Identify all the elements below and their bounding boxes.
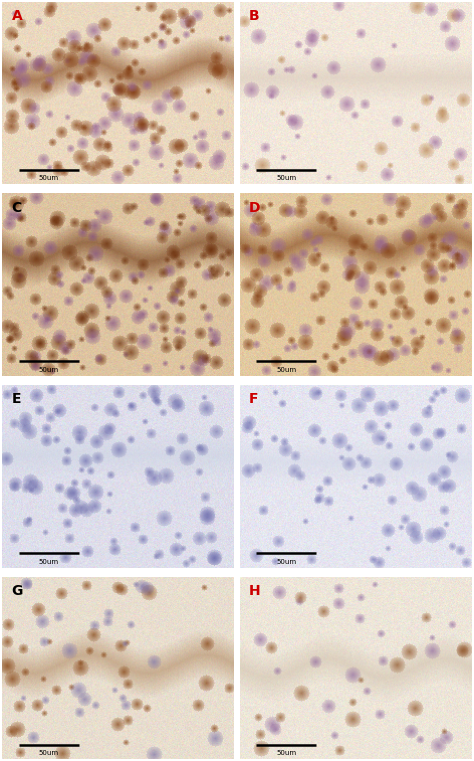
Text: B: B [249,9,260,23]
Text: 50um: 50um [39,367,59,373]
Text: D: D [249,201,261,215]
Text: G: G [12,584,23,598]
Text: C: C [12,201,22,215]
Text: A: A [12,9,22,23]
Text: 50um: 50um [39,750,59,756]
Text: F: F [249,393,259,406]
Text: E: E [12,393,21,406]
Text: 50um: 50um [276,367,296,373]
Text: H: H [249,584,261,598]
Text: 50um: 50um [276,175,296,181]
Text: 50um: 50um [276,559,296,565]
Text: 50um: 50um [276,750,296,756]
Text: 50um: 50um [39,175,59,181]
Text: 50um: 50um [39,559,59,565]
